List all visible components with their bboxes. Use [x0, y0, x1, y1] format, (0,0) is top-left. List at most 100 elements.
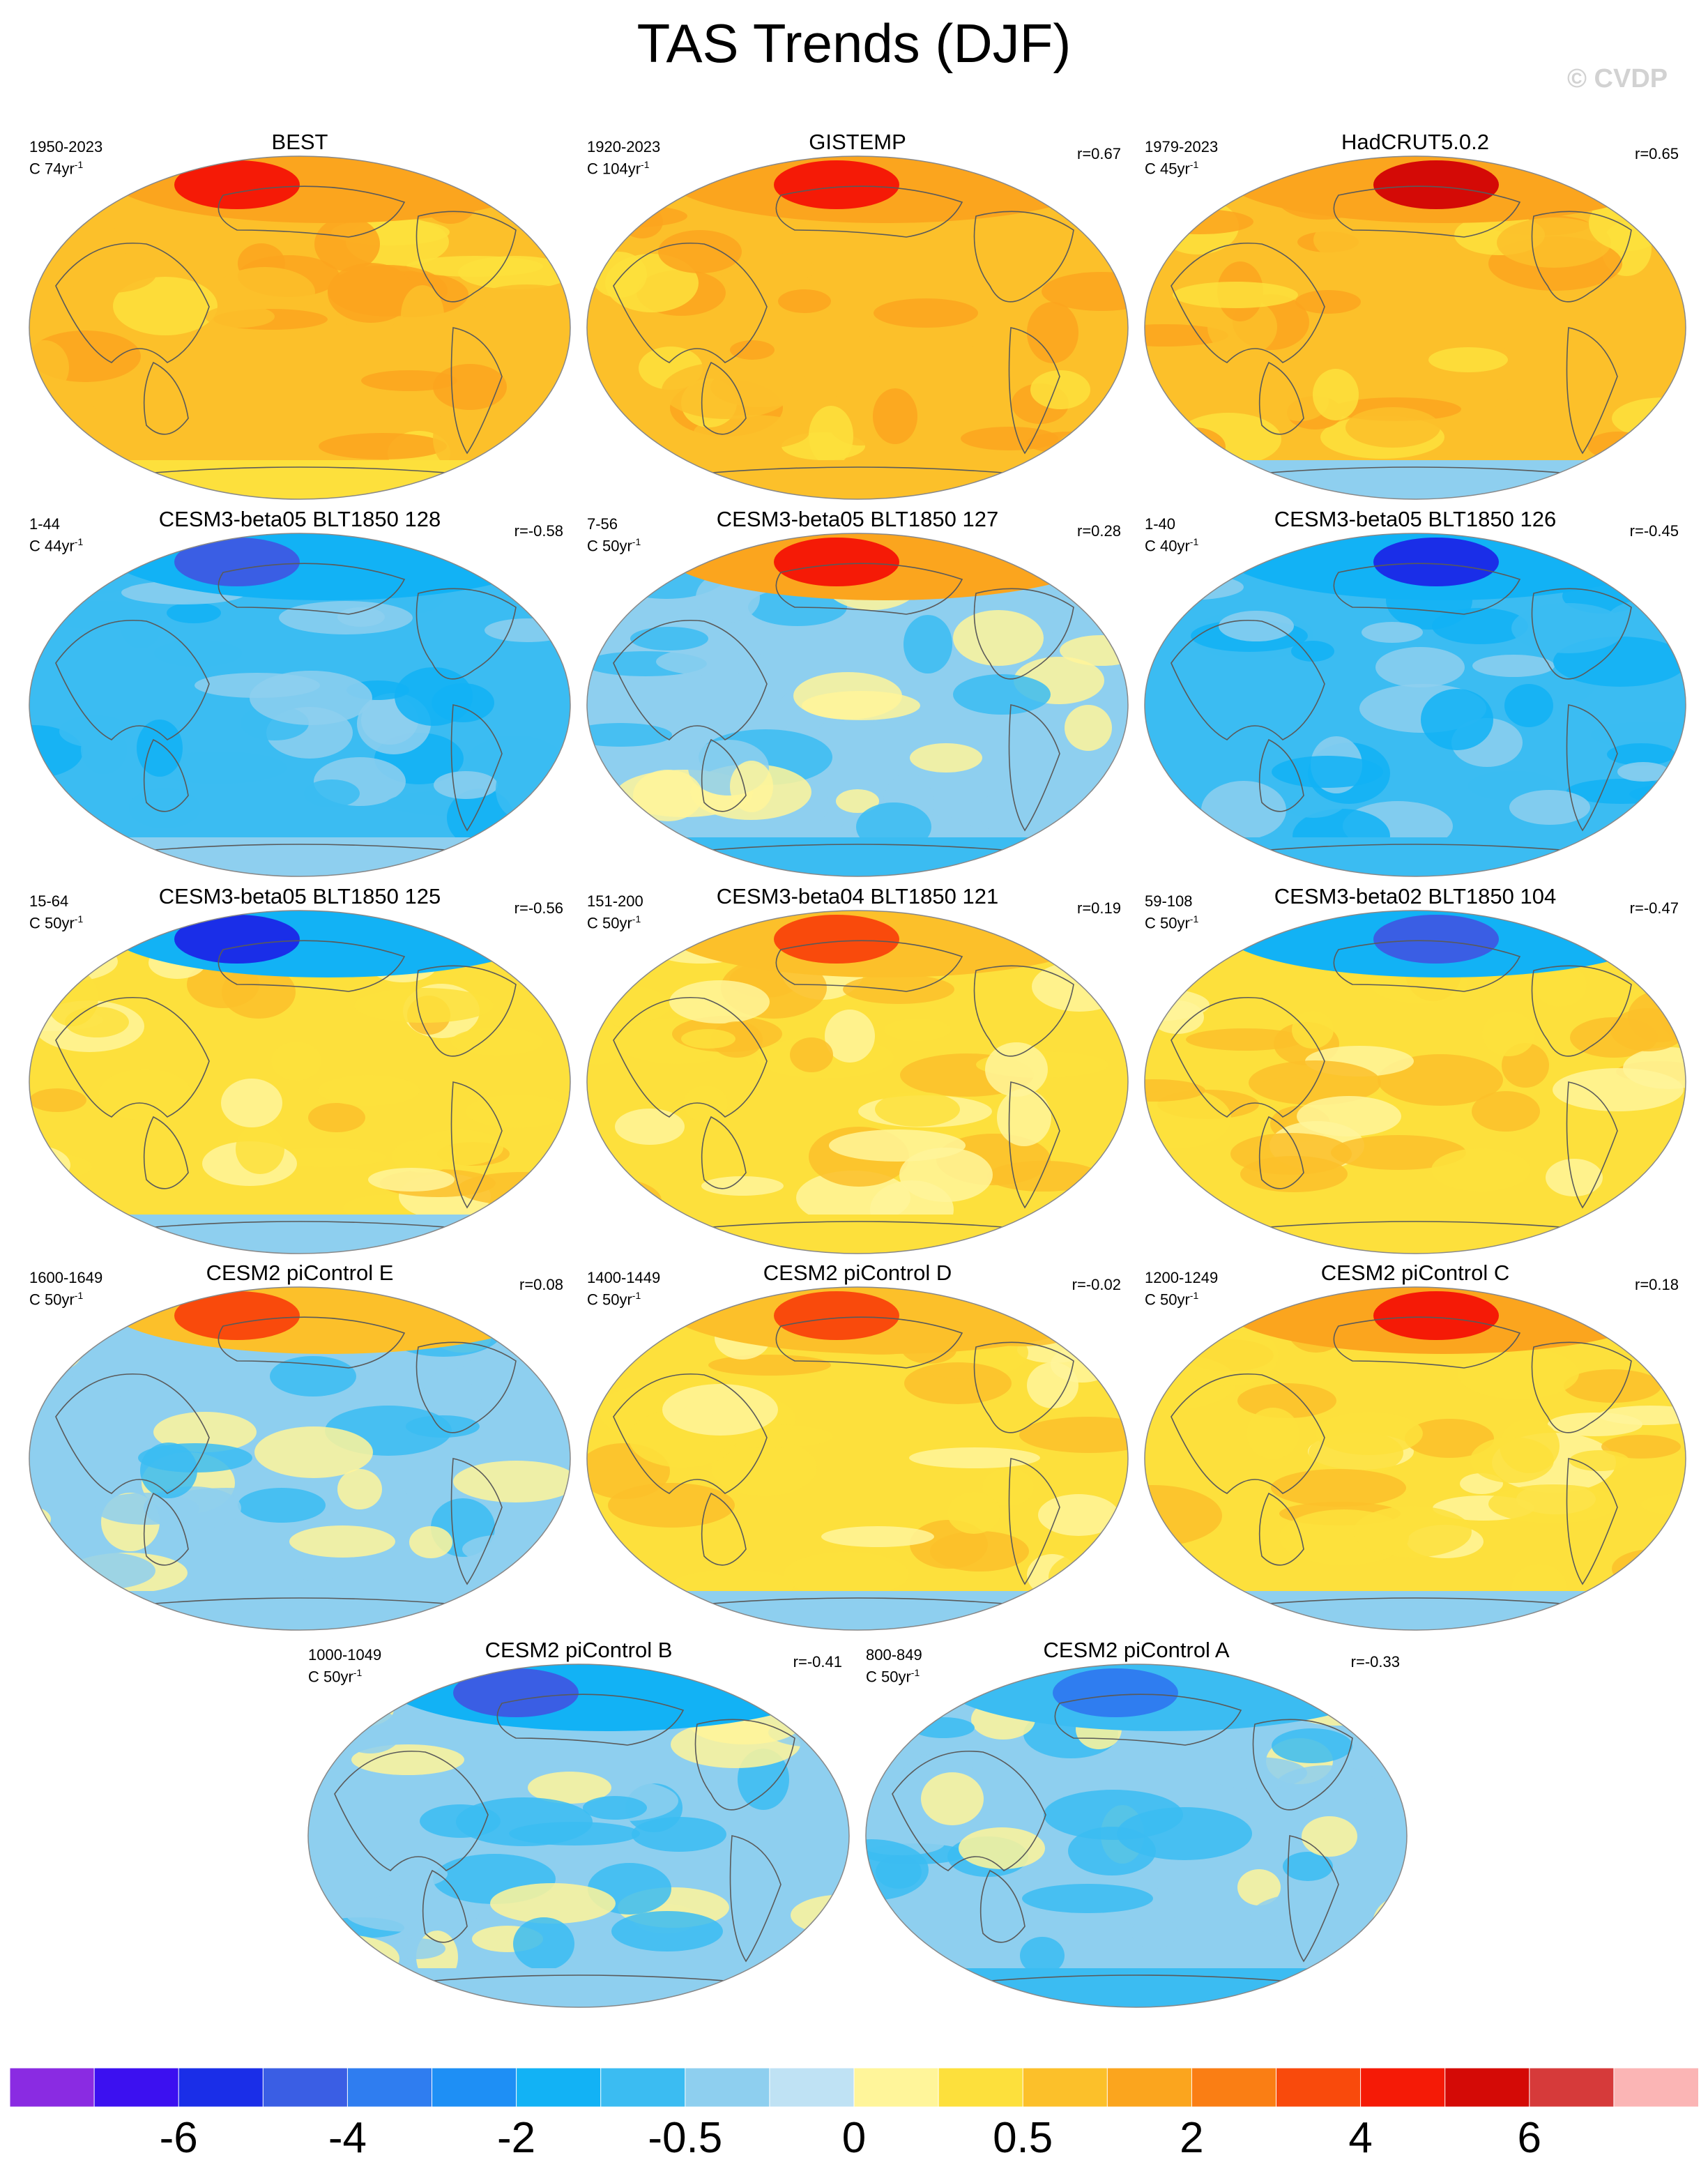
panel-correlation: r=-0.33: [1350, 1653, 1400, 1670]
panel-correlation: r=0.67: [1077, 145, 1121, 162]
arctic-core: [1373, 538, 1499, 586]
panel-correlation: r=0.08: [519, 1276, 563, 1293]
map-border: [586, 1286, 1129, 1631]
trend-blob: [1313, 369, 1359, 420]
panel-units: C 50yr-1: [1145, 1286, 1198, 1309]
trend-blob: [409, 1526, 452, 1558]
trend-blob: [1249, 1060, 1381, 1105]
coastline: [143, 1492, 189, 1566]
panel-title: CESM3-beta05 BLT1850 128: [158, 507, 441, 531]
map-border: [307, 1664, 850, 2008]
arctic-core: [1373, 1291, 1499, 1340]
southern-ocean-band: [1145, 1591, 1686, 1630]
trend-blob: [1042, 272, 1128, 311]
coastline: [1333, 940, 1521, 992]
trend-blob: [65, 1371, 130, 1401]
trend-blob: [632, 1817, 726, 1852]
coastline: [415, 1341, 517, 1433]
trend-blob: [1316, 1412, 1423, 1455]
panel-units-text: C 45yr: [1145, 160, 1190, 178]
arctic-core: [1373, 915, 1499, 964]
trend-blob: [512, 1557, 570, 1589]
trend-blob: [1345, 407, 1440, 448]
trend-blob: [1302, 1816, 1357, 1857]
world-map: [586, 533, 1129, 877]
trend-blob: [1204, 1757, 1307, 1789]
trend-blob: [912, 1717, 975, 1738]
trend-blob: [1313, 212, 1450, 268]
trend-blob: [899, 1148, 993, 1202]
panel-units-text: C 44yr: [29, 537, 75, 555]
trend-blob: [1291, 641, 1334, 662]
coastline: [143, 738, 189, 812]
panel-units-text: C 50yr: [29, 914, 75, 932]
map-border: [29, 533, 571, 877]
panel-units-text: C 50yr: [587, 537, 632, 555]
trend-blob: [485, 618, 570, 642]
panel-units-text: C 40yr: [1145, 537, 1190, 555]
trend-blob: [462, 1357, 516, 1387]
trend-blob: [1470, 1437, 1554, 1483]
map-border: [1144, 533, 1686, 877]
trend-blob: [784, 1552, 909, 1597]
coastline: [1008, 1081, 1060, 1209]
map-border: [29, 155, 571, 500]
trend-blob: [29, 1307, 83, 1346]
trend-blob: [153, 1412, 257, 1452]
trend-blob: [1151, 1000, 1204, 1034]
coastline: [1258, 1116, 1304, 1189]
panel-correlation: r=-0.58: [514, 522, 563, 540]
colorbar-tick-label: 6: [1517, 2114, 1542, 2162]
trend-blob: [1502, 322, 1615, 361]
map-border: [1144, 1286, 1686, 1631]
map-panel: CESM2 piControl D 1400-1449 C 50yr-1 r=-0.0…: [586, 1261, 1129, 1634]
panel-title: GISTEMP: [809, 130, 906, 154]
watermark: © CVDP: [1567, 64, 1668, 93]
trend-blob: [1038, 1494, 1119, 1536]
trend-blob: [874, 298, 978, 328]
trend-blob: [656, 648, 769, 676]
coastline: [775, 563, 963, 615]
coastline: [1171, 1373, 1325, 1494]
trend-blob: [205, 305, 275, 328]
southern-ocean-band: [1145, 1215, 1686, 1254]
colorbar-swatch: [10, 2068, 96, 2107]
arctic-core: [774, 915, 899, 964]
colorbar-swatch: [262, 2068, 349, 2107]
coastline: [1333, 185, 1521, 238]
trend-blob: [314, 217, 380, 271]
panel-title: BEST: [271, 130, 328, 154]
panel-title: CESM3-beta04 BLT1850 121: [716, 884, 999, 908]
trend-blob: [1292, 1011, 1334, 1049]
trend-blob: [1065, 705, 1112, 751]
southern-ocean-band: [29, 1215, 570, 1254]
map-border: [586, 910, 1129, 1254]
trend-blob: [982, 1468, 1034, 1506]
panel-units-exponent: -1: [353, 1667, 363, 1678]
panel-units-text: C 104yr: [587, 160, 641, 178]
panel-units-exponent: -1: [74, 913, 84, 924]
coastline: [973, 1341, 1074, 1433]
trend-blob: [1511, 603, 1626, 653]
trend-blob: [466, 1095, 569, 1128]
trend-blob: [1564, 1369, 1661, 1403]
trend-blob: [453, 1461, 570, 1502]
trend-blob: [1173, 282, 1298, 308]
trend-blob: [1432, 608, 1528, 644]
world-map: [1144, 1286, 1686, 1631]
map-panel: CESM3-beta05 BLT1850 127 7-56 C 50yr-1 r=0.…: [586, 507, 1129, 880]
coastline: [701, 361, 747, 435]
panel-period: 7-56: [587, 515, 618, 533]
trend-blob: [345, 1894, 479, 1932]
coastline: [775, 185, 963, 238]
trend-blob: [903, 615, 952, 673]
panel-title: CESM3-beta05 BLT1850 125: [158, 884, 441, 908]
panel-correlation: r=-0.41: [793, 1653, 842, 1670]
coastline: [1258, 361, 1304, 435]
coastline: [979, 1869, 1025, 1943]
world-map: [865, 1664, 1408, 2008]
trend-blob: [587, 1020, 625, 1065]
trend-blob: [1607, 743, 1675, 766]
panel-correlation: r=0.28: [1077, 522, 1121, 540]
map-panel: BEST 1950-2023 C 74yr-1: [28, 130, 572, 503]
